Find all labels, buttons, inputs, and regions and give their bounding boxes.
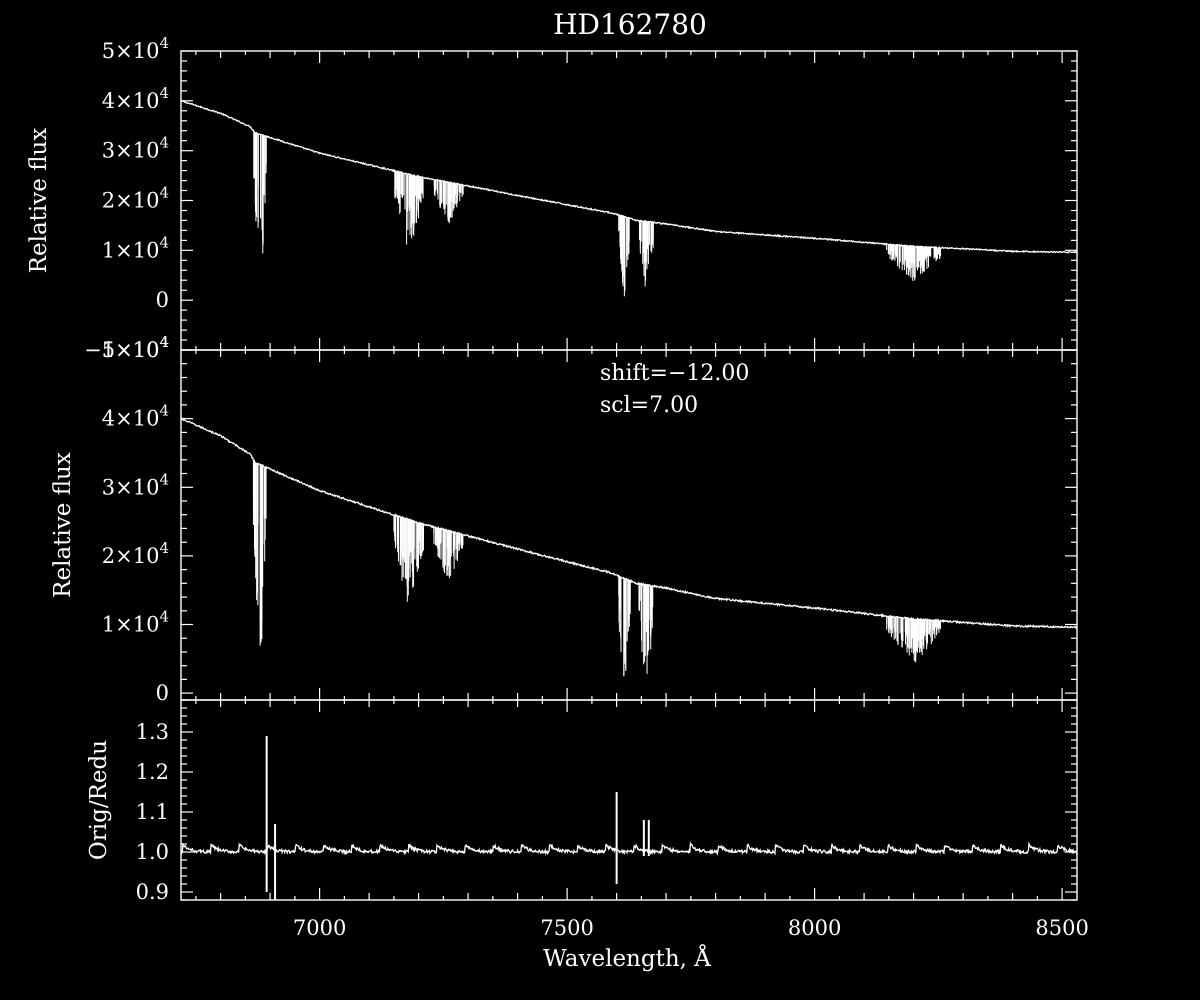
y-tick-label: 1.1 <box>136 800 169 824</box>
x-axis-ticks <box>195 700 1063 900</box>
y-tick-label: 2×104 <box>102 539 169 568</box>
y-tick-label: 3×104 <box>102 134 169 163</box>
y-tick-label: 1.0 <box>136 840 169 864</box>
y-tick-label: 3×104 <box>102 470 169 499</box>
y-tick-label: −1×104 <box>84 333 169 362</box>
y-axis-title: Relative flux <box>26 128 52 274</box>
panel-middle-flux: 0 1×104 2×104 3×104 4×104 5×104 Relative flux s… <box>50 333 1078 705</box>
y-tick-label: 1.2 <box>136 760 169 784</box>
y-tick-label: 4×104 <box>102 402 169 431</box>
x-axis-ticks <box>195 350 1063 700</box>
y-tick-label: 5×104 <box>102 333 169 362</box>
x-axis-title: Wavelength, Å <box>543 944 711 972</box>
y-axis-ticks <box>181 699 1077 901</box>
plot-title: HD162780 <box>553 8 707 41</box>
x-tick-label: 8500 <box>1035 916 1088 940</box>
y-tick-label: 5×104 <box>102 34 169 63</box>
y-axis-title: Orig/Redu <box>86 740 112 860</box>
y-tick-label: 0 <box>156 681 169 705</box>
panel-bottom-ratio: 0.9 1.0 1.1 1.2 1.3 Orig/Redu 7000 7500 8000 8500… <box>86 699 1089 972</box>
y-tick-label: 1.3 <box>136 720 169 744</box>
y-tick-label: 2×104 <box>102 184 169 213</box>
x-tick-label: 7000 <box>293 916 346 940</box>
x-tick-label: 8000 <box>788 916 841 940</box>
y-tick-label: 0 <box>156 288 169 312</box>
panel-top-flux: −1×104 0 1×104 2×104 3×104 4×104 5×104 Relative… <box>26 34 1078 362</box>
panel-annotation: shift=−12.00 <box>600 361 749 386</box>
panel-annotation: scl=7.00 <box>600 393 698 418</box>
panel-frame <box>180 699 1078 901</box>
y-tick-label: 0.9 <box>136 880 169 904</box>
y-axis-title: Relative flux <box>50 452 76 598</box>
ratio-line <box>181 841 1077 856</box>
y-tick-label: 4×104 <box>102 84 169 113</box>
y-tick-label: 1×104 <box>102 233 169 262</box>
x-tick-label: 7500 <box>540 916 593 940</box>
y-axis-ticks <box>181 349 1077 694</box>
y-tick-label: 1×104 <box>102 608 169 637</box>
y-axis-ticks <box>181 50 1077 351</box>
absorption-lines <box>253 130 942 297</box>
absorption-lines <box>252 459 942 677</box>
